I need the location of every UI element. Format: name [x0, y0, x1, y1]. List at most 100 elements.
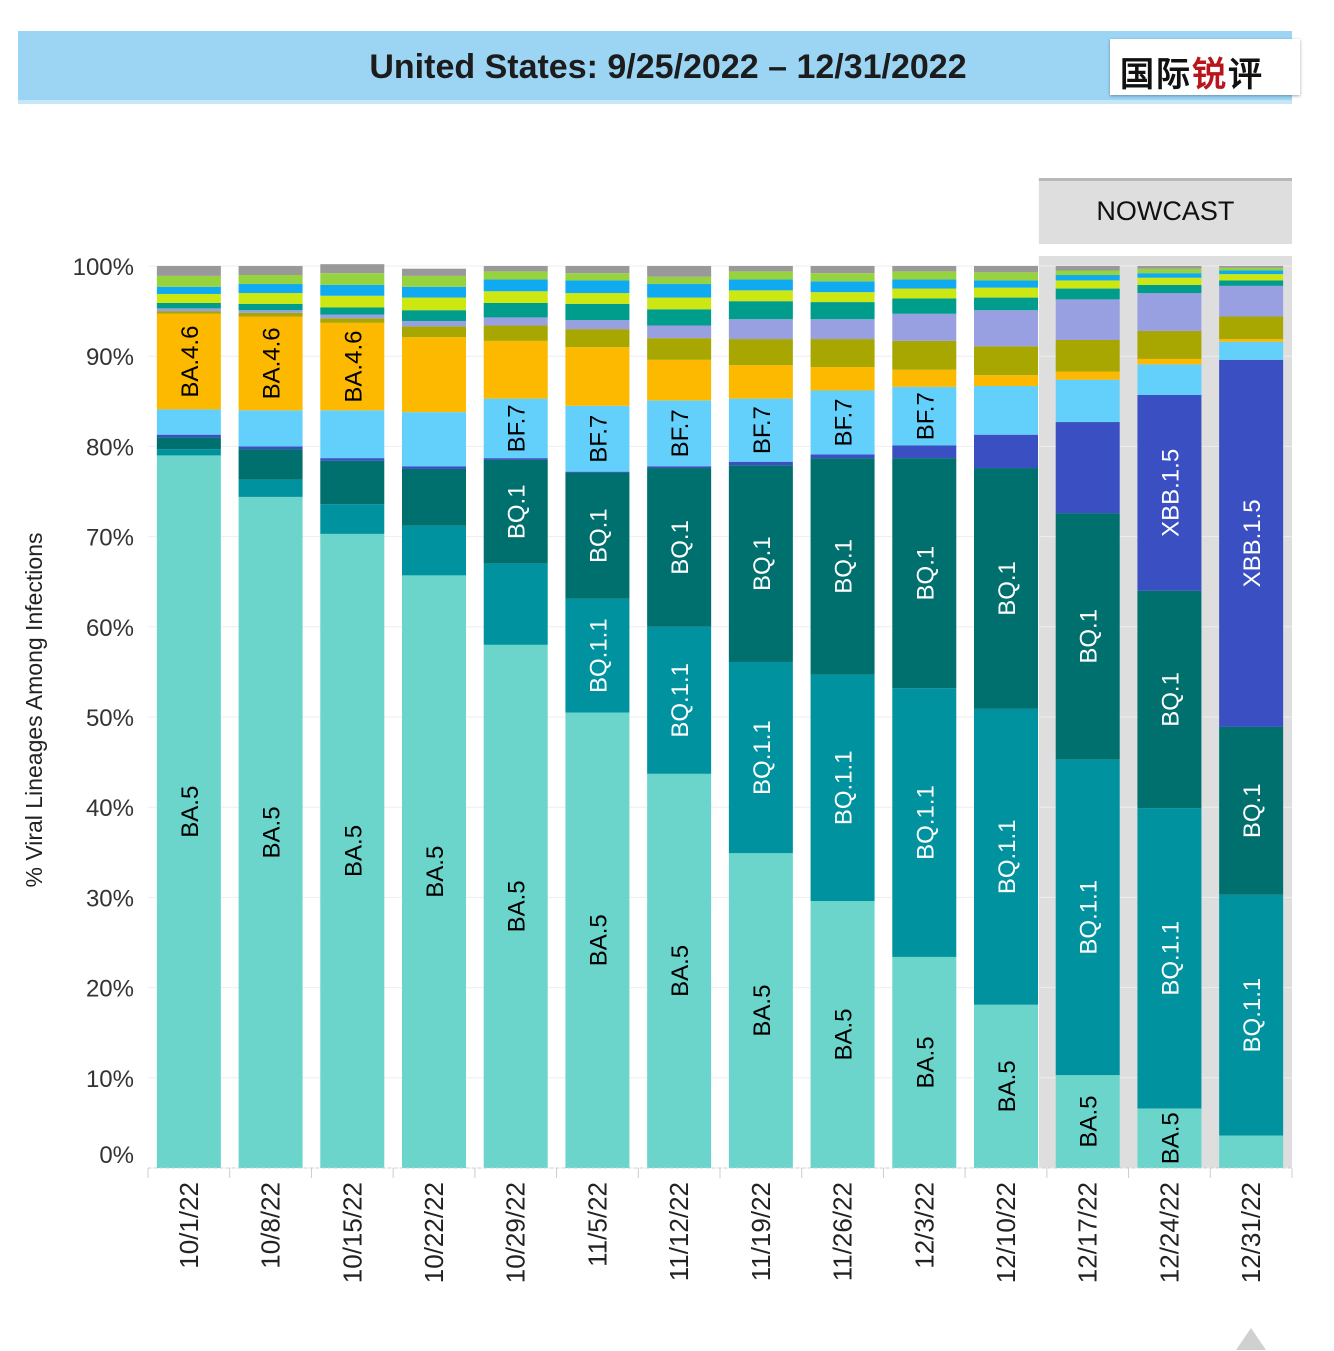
bar-segment-other1: [974, 297, 1038, 311]
y-tick-label: 100%: [73, 254, 134, 281]
bar-segment-ba-4-6: [974, 375, 1038, 386]
bar-segment-bn-1-x: [1137, 293, 1202, 331]
bar-segment-other2: [320, 295, 385, 308]
bar-segment-other5: [483, 266, 548, 272]
bar-segment-other2: [1055, 280, 1120, 289]
nowcast-label: NOWCAST: [1096, 196, 1234, 226]
x-tick-label: 12/31/22: [1236, 1182, 1266, 1283]
segment-label: BQ.1: [912, 546, 939, 601]
bar-segment-other4: [892, 271, 957, 280]
bar-segment-bn-1-x: [974, 310, 1038, 347]
bar-segment-other2: [892, 288, 957, 299]
bar-segment-other3: [647, 284, 712, 298]
segment-label: BF.7: [831, 398, 858, 446]
bar-segment-other3: [238, 284, 303, 294]
bar-segment-other3: [810, 281, 875, 293]
bar-segment-ba-5: [728, 853, 793, 1168]
bar-group: [565, 266, 630, 1168]
bar-group: [974, 266, 1038, 1168]
bar-segment-ba-2-75: [565, 329, 630, 348]
bar-segment-ba-2-75: [647, 338, 712, 360]
bar-segment-bq-1: [810, 458, 875, 675]
segment-label: XBB.1.5: [1157, 449, 1184, 537]
y-tick-label: 20%: [86, 976, 134, 1003]
bar-segment-bq-1-1: [892, 688, 957, 957]
bar-segment-other5: [320, 264, 385, 274]
bar-segment-bn-1-x: [1055, 299, 1120, 340]
bar-segment-bq-1-1: [483, 563, 548, 645]
bar-segment-other4: [728, 271, 793, 280]
bar-segment-other3: [892, 279, 957, 289]
bar-segment-other2: [238, 293, 303, 304]
segment-label: BQ.1.1: [912, 785, 939, 860]
bar-segment-other2: [974, 287, 1038, 298]
bar-segment-bq-1: [483, 459, 548, 564]
x-tick-label: 11/26/22: [828, 1182, 858, 1281]
bar-segment-bq-1-1: [1055, 759, 1120, 1076]
bar-segment-other3: [974, 280, 1038, 288]
bar-segment-other3: [728, 279, 793, 291]
segment-label: BF.7: [667, 409, 694, 457]
bar-segment-bq-1: [728, 465, 793, 662]
bar-segment-other2: [1219, 274, 1284, 281]
bar-segment-bf-7: [483, 398, 548, 459]
bar-segment-xbb-1-5: [892, 445, 957, 459]
bar-segment-ba-5: [402, 575, 466, 1168]
bar-segment-bf-7: [238, 410, 303, 447]
segment-label: BA.5: [912, 1036, 939, 1088]
bar-segment-ba-2-75: [320, 318, 385, 323]
segment-label: BQ.1: [1076, 609, 1103, 664]
y-tick-label: 10%: [86, 1066, 134, 1093]
segment-label: BQ.1.1: [1157, 921, 1184, 996]
bar-segment-xbb-1-5: [1219, 359, 1284, 727]
bar-segment-bn-1-x: [320, 314, 385, 319]
bar-segment-bq-1-1: [156, 449, 221, 456]
bar-segment-other1: [1055, 288, 1120, 300]
bar-segment-bf-7: [647, 400, 712, 467]
bar-segment-ba-4-6: [565, 347, 630, 406]
bar-segment-bn-1-x: [483, 317, 548, 326]
bar-segment-bq-1-1: [974, 708, 1038, 1005]
nowcast-label-box: [1038, 178, 1292, 244]
bar-group: [892, 266, 957, 1168]
segment-label: BQ.1: [504, 484, 531, 539]
bar-segment-bn-1-x: [810, 319, 875, 340]
x-tick-label: 10/15/22: [337, 1182, 367, 1283]
bar-segment-bq-1: [892, 458, 957, 689]
bar-segment-other4: [1055, 270, 1120, 276]
bar-segment-bn-1-x: [156, 308, 221, 312]
segment-label: BQ.1: [831, 539, 858, 594]
bar-segment-ba-5: [1137, 1108, 1202, 1168]
bar-segment-ba-4-6: [810, 367, 875, 391]
bar-segment-ba-4-6: [728, 365, 793, 399]
bar-segment-bf-7: [156, 409, 221, 435]
scroll-top-icon[interactable]: [1236, 1328, 1266, 1350]
bar-segment-ba-2-75: [238, 312, 303, 317]
segment-label: BQ.1: [1157, 672, 1184, 727]
bar-segment-other2: [728, 290, 793, 302]
bar-segment-other4: [402, 275, 466, 287]
bar-group: [320, 264, 385, 1168]
bar-segment-xbb-1-5: [1055, 422, 1120, 514]
bar-segment-ba-4-6: [1137, 358, 1202, 365]
bar-segment-xbb-1-5: [810, 454, 875, 459]
bar-segment-ba-4-6: [1219, 339, 1284, 342]
bar-segment-other1: [402, 310, 466, 322]
bar-segment-other1: [483, 302, 548, 318]
bar-segment-bn-1-x: [238, 310, 303, 313]
bar-segment-other4: [810, 273, 875, 282]
bar-segment-other4: [565, 273, 630, 281]
bar-segment-xbb-1-5: [1137, 394, 1202, 591]
bar-segment-bq-1-1: [402, 525, 466, 576]
bar-segment-ba-2-75: [728, 339, 793, 366]
bar-segment-bq-1-1: [320, 504, 385, 534]
segment-label: BA.5: [340, 825, 367, 877]
bar-segment-ba-4-6: [647, 359, 712, 401]
logo-text: 国际锐评: [1120, 55, 1264, 95]
bar-segment-xbb-1-5: [402, 466, 466, 469]
segment-label: BF.7: [912, 392, 939, 440]
bar-group: [483, 266, 548, 1168]
bar-segment-other5: [402, 268, 466, 276]
bar-segment-other2: [156, 293, 221, 303]
